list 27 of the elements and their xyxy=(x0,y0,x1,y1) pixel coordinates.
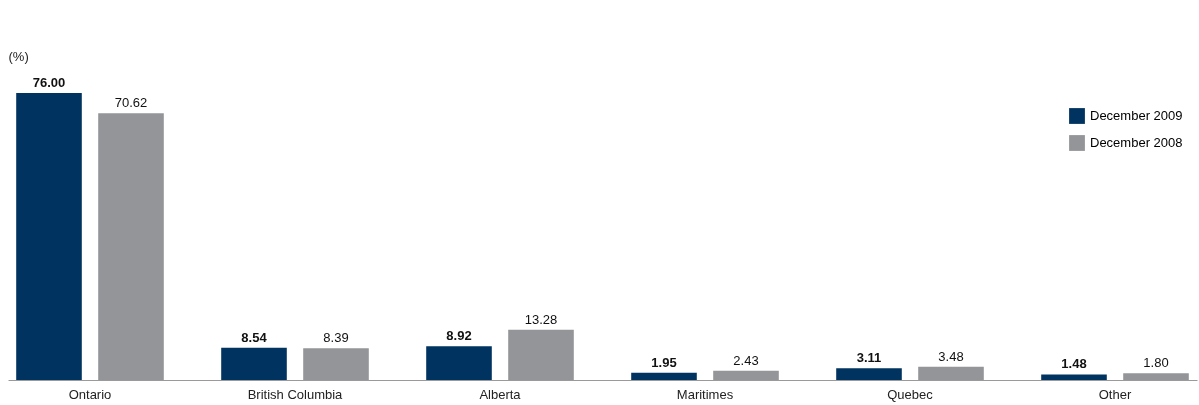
data-label: 1.48 xyxy=(1061,356,1087,372)
data-label: 8.39 xyxy=(323,330,349,346)
data-label: 3.11 xyxy=(856,350,882,366)
data-label: 3.48 xyxy=(938,348,964,364)
data-label: 8.54 xyxy=(241,329,268,345)
x-tick-label: Alberta xyxy=(479,386,522,402)
bar xyxy=(1041,374,1107,380)
legend-label: December 2009 xyxy=(1090,108,1183,123)
x-tick-label: Other xyxy=(1098,386,1132,402)
x-tick-label: Ontario xyxy=(68,386,112,402)
x-tick-label: Quebec xyxy=(887,386,934,402)
data-label: 13.28 xyxy=(524,311,558,327)
data-label: 70.62 xyxy=(114,95,148,111)
bar xyxy=(16,93,82,380)
bar xyxy=(836,368,902,380)
bar xyxy=(631,372,697,380)
x-tick-label: Maritimes xyxy=(676,386,734,402)
legend-label: December 2008 xyxy=(1090,135,1183,150)
data-label: 76.00 xyxy=(32,75,66,90)
data-label: 2.43 xyxy=(733,352,759,368)
bar xyxy=(221,347,287,380)
y-axis-title: (%) xyxy=(8,48,29,64)
bar xyxy=(426,346,492,380)
x-tick-label: British Columbia xyxy=(247,386,344,402)
data-label: 1.80 xyxy=(1143,355,1169,371)
data-label: 8.92 xyxy=(446,328,472,344)
data-label: 1.95 xyxy=(651,354,677,370)
